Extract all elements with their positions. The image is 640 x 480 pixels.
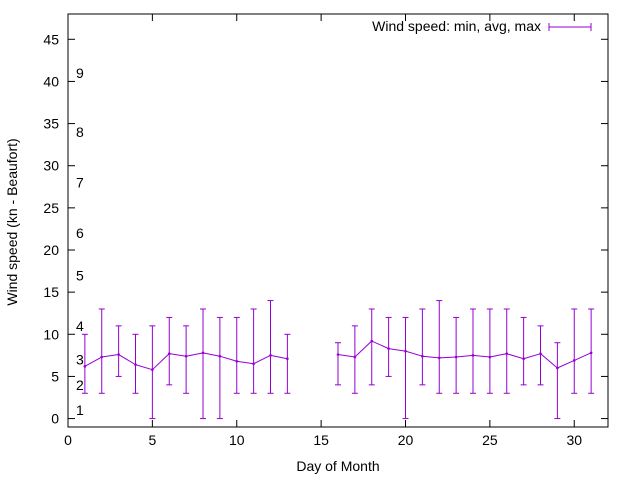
avg-point (117, 353, 120, 356)
plot-border (67, 13, 609, 428)
avg-line-segment (405, 350, 423, 357)
y-tick-label: 20 (43, 242, 59, 258)
avg-point (218, 354, 222, 358)
avg-line-segment (101, 354, 119, 358)
avg-point (522, 357, 525, 361)
avg-point (421, 354, 424, 358)
x-tick-label: 25 (482, 432, 498, 448)
avg-line-segment (506, 353, 524, 360)
x-axis-label: Day of Month (296, 458, 379, 474)
avg-point (353, 355, 357, 359)
y-tick-label: 25 (43, 200, 59, 216)
avg-point (235, 359, 239, 363)
beaufort-label: 5 (76, 267, 84, 283)
avg-line-segment (456, 354, 474, 358)
avg-line-segment (489, 353, 507, 358)
avg-point (269, 354, 272, 357)
avg-line-segment (371, 340, 389, 350)
y-tick-label: 10 (43, 326, 59, 342)
avg-line-segment (472, 354, 490, 358)
avg-line-segment (540, 353, 558, 369)
avg-line-segment (84, 356, 102, 367)
beaufort-label: 3 (76, 352, 84, 368)
series-layer (81, 300, 595, 420)
avg-line-segment (354, 340, 373, 358)
y-tick-label: 45 (43, 31, 59, 47)
x-tick-label: 30 (566, 432, 582, 448)
avg-line-segment (422, 355, 440, 359)
avg-line-segment (186, 352, 204, 357)
beaufort-scale-labels: 1 2 3 4 5 6 7 8 9 (76, 65, 84, 418)
y-tick-label: 30 (43, 158, 59, 174)
avg-point (252, 362, 255, 366)
beaufort-label: 6 (76, 225, 84, 241)
x-tick-label: 0 (64, 432, 72, 448)
x-tick-label: 15 (313, 432, 329, 448)
avg-line-segment (523, 353, 541, 360)
avg-point (336, 353, 340, 356)
avg-line-segment (270, 354, 288, 360)
x-axis-ticks: 0 5 10 15 20 25 30 (64, 14, 582, 448)
avg-point (286, 357, 289, 361)
avg-point (471, 354, 475, 357)
y-tick-label: 40 (43, 73, 59, 89)
avg-point (100, 355, 104, 359)
avg-line-segment (337, 354, 355, 358)
x-tick-label: 20 (398, 432, 414, 448)
plot-frame (67, 13, 609, 428)
avg-line-segment (118, 354, 136, 366)
avg-point (505, 352, 509, 355)
avg-line-segment (557, 359, 575, 369)
avg-line-segment (439, 356, 457, 359)
x-tick-label: 10 (229, 432, 245, 448)
avg-line-segment (202, 352, 220, 357)
y-tick-label: 15 (43, 284, 59, 300)
avg-point (201, 351, 205, 355)
avg-point (454, 355, 458, 359)
legend: Wind speed: min, avg, max (372, 18, 592, 34)
avg-line-segment (574, 352, 592, 361)
beaufort-label: 8 (76, 124, 84, 140)
avg-point (488, 355, 492, 359)
avg-line-segment (236, 360, 254, 365)
avg-line-segment (388, 348, 406, 352)
avg-point (134, 363, 137, 366)
avg-line-segment (169, 353, 187, 357)
x-tick-label: 5 (148, 432, 156, 448)
y-tick-label: 5 (51, 368, 59, 384)
beaufort-label: 7 (76, 175, 84, 191)
avg-line-segment (219, 355, 237, 362)
beaufort-label: 2 (76, 377, 84, 393)
avg-point (151, 368, 154, 371)
beaufort-label: 1 (76, 402, 84, 418)
avg-line-segment (253, 354, 271, 365)
y-tick-label: 0 (51, 411, 59, 427)
y-axis-label: Wind speed (kn - Beaufort) (4, 138, 20, 305)
avg-point (167, 352, 171, 355)
legend-label: Wind speed: min, avg, max (372, 18, 541, 34)
avg-point (572, 359, 576, 362)
avg-point (556, 366, 559, 370)
avg-point (370, 339, 374, 343)
y-tick-label: 35 (43, 116, 59, 132)
beaufort-label: 9 (76, 65, 84, 81)
avg-point (589, 351, 593, 355)
avg-line-segment (135, 364, 153, 371)
avg-point (437, 356, 441, 360)
beaufort-label: 4 (76, 318, 84, 334)
avg-point (184, 354, 188, 358)
avg-point (387, 347, 390, 350)
avg-point (83, 365, 87, 368)
avg-line-segment (152, 353, 170, 371)
avg-point (404, 349, 407, 353)
avg-point (539, 352, 542, 355)
